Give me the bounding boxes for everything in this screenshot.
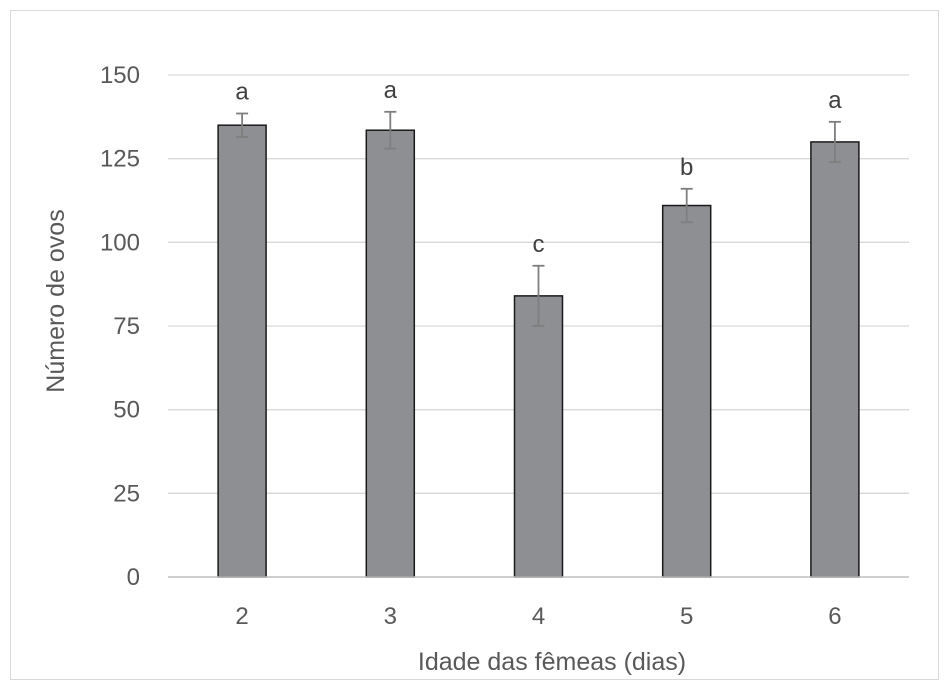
x-tick-label-2: 2 <box>235 603 248 630</box>
y-axis-title: Número de ovos <box>42 209 70 392</box>
bar-4 <box>513 295 564 578</box>
x-axis-title: Idade das fêmeas (dias) <box>418 648 686 675</box>
y-tick-label-25: 25 <box>113 480 140 507</box>
data-label-6: a <box>828 87 842 114</box>
x-tick-label-6: 6 <box>828 603 841 630</box>
error-bar-6 <box>828 120 841 163</box>
bars <box>217 124 860 578</box>
axes: 0 25 50 75 100 125 150 2 3 4 5 6 <box>100 62 909 630</box>
y-tick-label-0: 0 <box>127 564 140 591</box>
error-bar-3 <box>384 110 397 150</box>
y-tick-label-150: 150 <box>100 62 140 89</box>
error-bar-5 <box>680 187 693 224</box>
chart-frame <box>10 10 939 680</box>
x-tick-label-4: 4 <box>532 603 545 630</box>
error-bar-4 <box>532 264 545 327</box>
y-tick-label-125: 125 <box>100 146 140 173</box>
x-tick-label-3: 3 <box>384 603 397 630</box>
bar-3 <box>365 129 416 578</box>
data-label-4: c <box>533 231 545 258</box>
y-tick-label-75: 75 <box>113 313 140 340</box>
bar-5 <box>661 204 712 578</box>
data-label-2: a <box>235 78 249 105</box>
error-bars <box>236 110 841 327</box>
data-label-5: b <box>680 154 693 181</box>
y-tick-label-100: 100 <box>100 229 140 256</box>
gridlines <box>168 74 909 494</box>
y-tick-label-50: 50 <box>113 397 140 424</box>
error-bar-2 <box>236 112 249 138</box>
bar-6 <box>810 141 860 578</box>
bar-2 <box>217 124 267 578</box>
data-label-3: a <box>384 77 398 104</box>
data-labels: a a c b a <box>235 77 842 258</box>
x-tick-label-5: 5 <box>680 603 693 630</box>
